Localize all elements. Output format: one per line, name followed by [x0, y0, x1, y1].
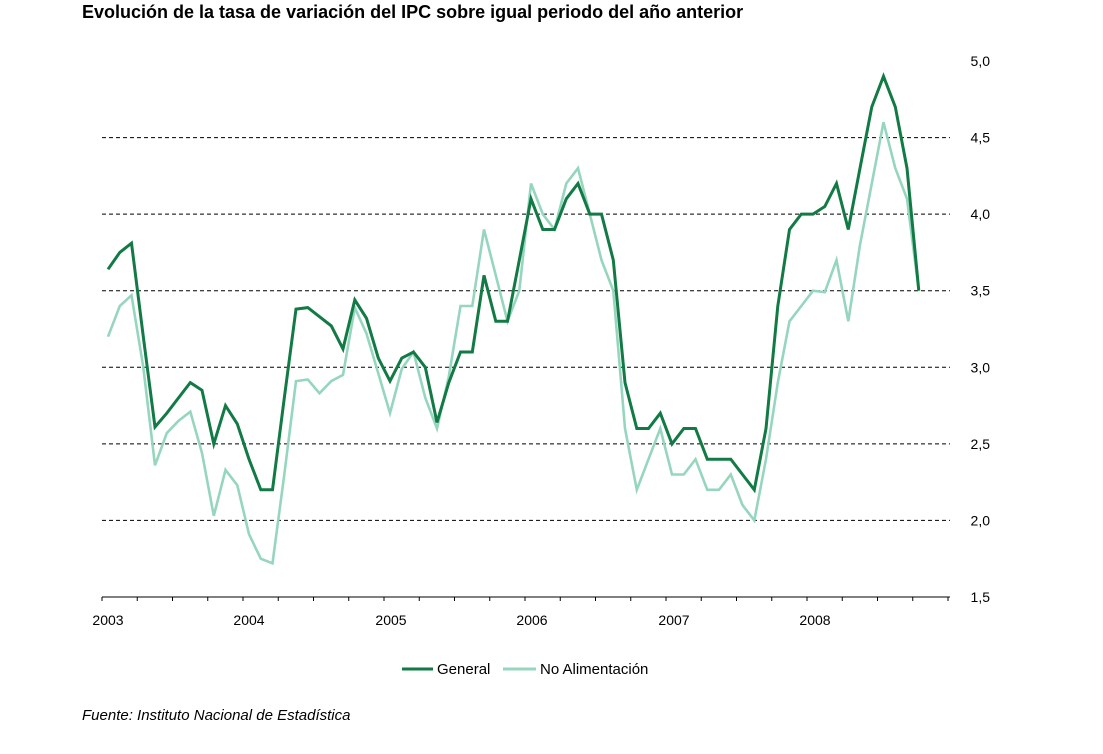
y-tick-label: 2,5: [971, 436, 991, 452]
y-tick-label: 5,0: [971, 53, 991, 69]
y-tick-label: 1,5: [971, 589, 991, 605]
series-line-no-alimentacion: [106, 121, 921, 566]
x-tick-label: 2006: [516, 612, 547, 628]
y-tick-label: 4,0: [971, 206, 991, 222]
x-tick-label: 2007: [658, 612, 689, 628]
x-tick-label: 2008: [799, 612, 830, 628]
y-axis-ticks: 1,5 2,0 2,5 3,0 3,5 4,0 4,5 5,0: [971, 53, 991, 605]
y-tick-label: 4,5: [971, 130, 991, 146]
series-lines: [106, 72, 921, 566]
x-tick-label: 2005: [375, 612, 406, 628]
series-line-general: [106, 72, 921, 494]
x-tick-label: 2004: [233, 612, 264, 628]
legend: General No Alimentación: [402, 661, 648, 678]
legend-label-no-alimentacion: No Alimentación: [540, 661, 648, 678]
y-tick-label: 2,0: [971, 512, 991, 528]
x-axis: [101, 596, 950, 601]
y-tick-label: 3,0: [971, 359, 991, 375]
source-note: Fuente: Instituto Nacional de Estadístic…: [82, 707, 351, 724]
x-axis-ticks: 2003 2004 2005 2006 2007 2008: [92, 612, 830, 628]
y-tick-label: 3,5: [971, 283, 991, 299]
x-tick-label: 2003: [92, 612, 123, 628]
gridlines: [102, 137, 950, 521]
chart-title: Evolución de la tasa de variación del IP…: [82, 2, 744, 22]
legend-label-general: General: [437, 661, 490, 678]
